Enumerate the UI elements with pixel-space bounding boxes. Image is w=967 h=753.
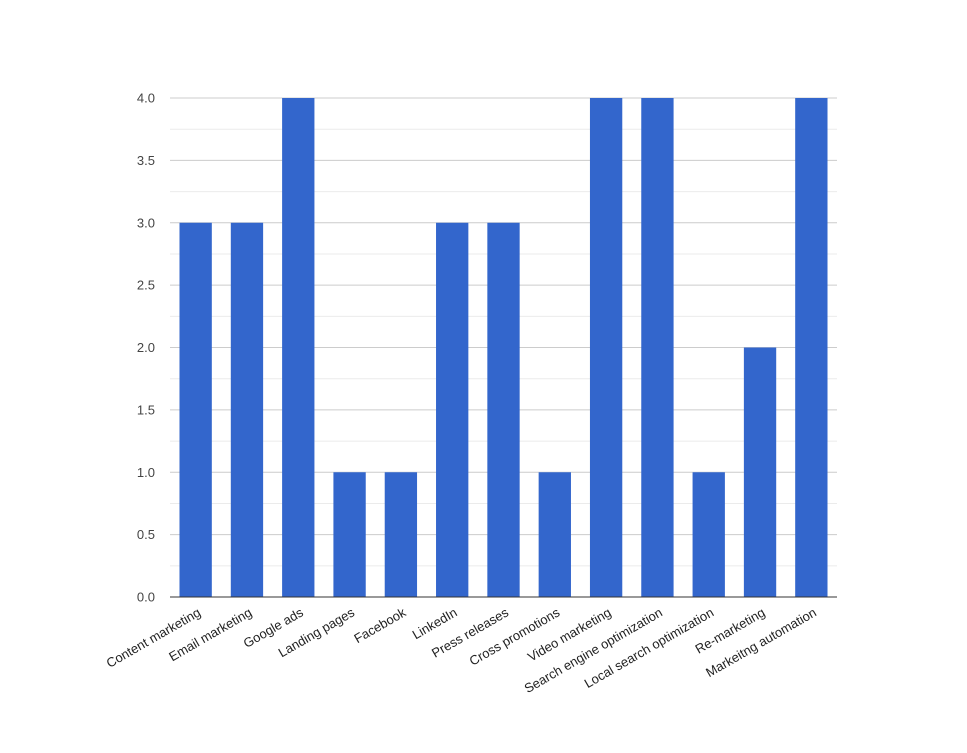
bar [487,222,520,597]
x-tick-label: Cross promotions [467,604,563,668]
y-tick-label: 3.0 [137,215,155,230]
bar [641,98,674,597]
bar [333,472,366,597]
bar [179,222,212,597]
bar [230,222,264,597]
y-tick-label: 0.5 [137,527,155,542]
bar [282,98,315,597]
bar [384,472,418,597]
y-tick-label: 1.0 [137,465,155,480]
y-tick-label: 4.0 [137,91,155,106]
bar [436,222,469,597]
y-tick-label: 3.5 [137,153,155,168]
bar [795,98,828,597]
y-tick-label: 0.0 [137,590,155,605]
y-axis-tick-labels: 0.0 0.5 1.0 1.5 2.0 2.5 3.0 3.5 4.0 [137,91,155,605]
bar [743,347,777,597]
bar [589,98,623,597]
bar-series [179,98,828,597]
y-tick-label: 2.5 [137,278,155,293]
x-tick-label: Facebook [351,604,408,646]
bar [538,472,571,597]
y-tick-label: 1.5 [137,402,155,417]
bar [692,472,725,597]
y-tick-label: 2.0 [137,340,155,355]
